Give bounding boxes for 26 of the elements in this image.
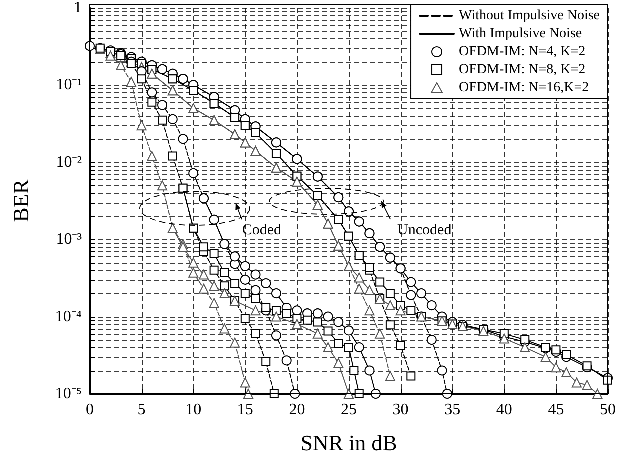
y-tick-label: 10⁻³ [56,231,82,248]
x-tick-label: 20 [289,402,306,418]
legend-label: OFDM-IM: N=16,K=2 [459,80,590,96]
annotation: Coded [242,222,282,239]
annotation: Uncoded [398,222,452,239]
y-tick-label: 1 [74,0,82,16]
y-tick-label: 10⁻⁴ [55,308,82,326]
y-tick-label: 10⁻⁵ [55,386,82,402]
x-axis-title: SNR in dB [300,430,398,456]
x-tick-label: 25 [341,402,357,418]
y-tick-label: 10⁻² [56,154,82,171]
y-axis-title: BER [8,179,34,222]
x-tick-label: 50 [600,402,616,418]
x-tick-label: 30 [392,402,409,418]
x-tick-label: 15 [237,402,254,418]
x-tick-label: 40 [496,402,512,418]
y-tick-label: 10⁻¹ [56,76,82,94]
x-tick-label: 35 [444,402,461,418]
x-tick-label: 5 [138,402,146,418]
legend-label: OFDM-IM: N=8, K=2 [459,62,586,78]
legend-label: Without Impulsive Noise [459,8,600,24]
legend-label: OFDM-IM: N=4, K=2 [459,44,586,60]
x-tick-label: 0 [86,402,94,418]
x-tick-label: 45 [548,402,564,418]
x-tick-label: 10 [186,402,202,418]
legend-label: With Impulsive Noise [459,26,582,42]
